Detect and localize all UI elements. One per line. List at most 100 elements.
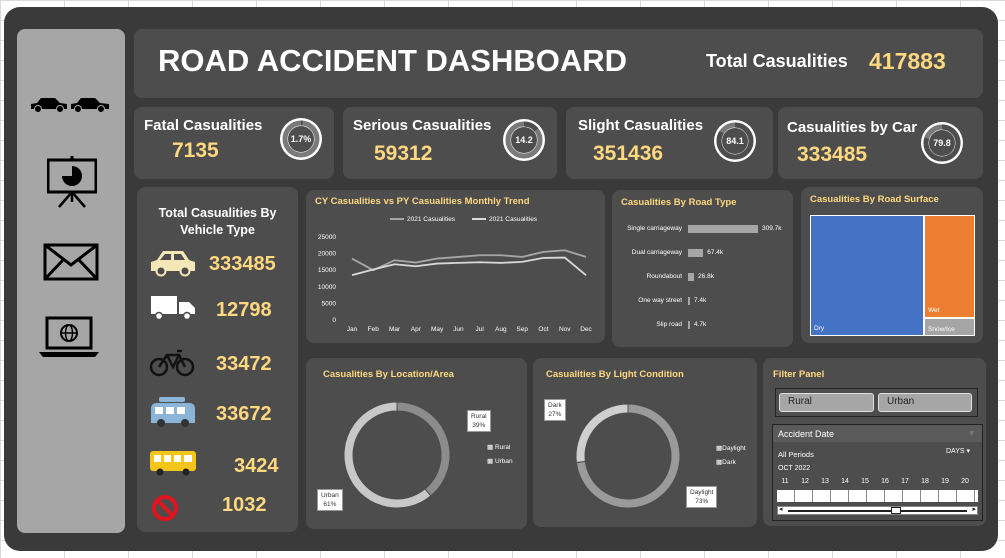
clear-filter-icon[interactable]: ▼	[967, 428, 976, 438]
x-tick-label: Oct	[538, 326, 548, 333]
kpi-serious-card: Serious Casualities 59312 14.2	[343, 107, 557, 179]
kpi-label: Serious Casualities	[353, 117, 492, 134]
vehicle-value: 1032	[222, 494, 267, 516]
road-type-label: Dual carriageway	[631, 249, 682, 256]
x-tick-label: Dec	[580, 326, 592, 333]
donut-slice	[575, 403, 629, 464]
scroll-thumb[interactable]	[891, 507, 901, 514]
total-casualities-label: Total Casualities	[706, 51, 848, 71]
kpi-ring: 1.7%	[280, 118, 322, 160]
road-type-card: Casualities By Road Type Single carriage…	[612, 190, 793, 347]
rural-callout: Rural 39%	[467, 410, 491, 432]
truck-icon	[151, 296, 195, 321]
urban-callout: Urban 61%	[317, 489, 343, 511]
kpi-fatal-card: Fatal Casualities 7135 1.7%	[134, 107, 334, 179]
laptop-globe-icon[interactable]	[38, 316, 100, 358]
ring-fill	[282, 120, 320, 158]
timeline-day[interactable]: 18	[921, 478, 929, 485]
presentation-icon[interactable]	[47, 156, 97, 208]
road-type-value: 309.7k	[762, 225, 782, 232]
road-type-bar	[688, 225, 758, 233]
trend-series-line	[351, 249, 587, 272]
unit-dropdown[interactable]: DAYS ▾	[945, 448, 970, 455]
ring-center	[929, 130, 955, 156]
timeline-day[interactable]: 19	[941, 478, 949, 485]
ring-center	[511, 127, 537, 153]
vehicle-type-card: Total Casualities By Vehicle Type 333485…	[137, 187, 298, 532]
kpi-value: 333485	[797, 143, 868, 166]
legend-label: 2021 Casualities	[489, 216, 538, 223]
location-card: Casualities By Location/Area Rural 39% Ur…	[306, 358, 527, 529]
kpi-value: 7135	[172, 139, 219, 162]
vehicle-value: 333485	[209, 253, 276, 275]
timeline-day[interactable]: 13	[821, 478, 829, 485]
vehicle-row: 12798	[149, 293, 289, 327]
ring-label: 79.8	[933, 138, 951, 148]
road-type-title: Casualities By Road Type	[621, 197, 737, 208]
road-surface-card: Casualities By Road Surface Dry Wet Snow…	[801, 187, 983, 343]
scroll-track	[788, 510, 967, 512]
y-tick-label: 10000	[318, 284, 336, 291]
kpi-ring: 14.2	[503, 119, 545, 161]
x-tick-label: Apr	[411, 326, 422, 333]
dark-callout: Dark 27%	[544, 399, 566, 421]
x-tick-label: Nov	[559, 326, 571, 333]
timeline-day[interactable]: 16	[881, 478, 889, 485]
trend-card: CY Casualities vs PY Casualities Monthly…	[306, 190, 605, 343]
kpi-value: 59312	[374, 142, 433, 165]
trend-chart: 0 5000 10000 15000 20000 25000 Jan Feb Mar Apr May…	[318, 216, 593, 333]
road-type-label: Single carriageway	[627, 225, 682, 232]
kpi-label: Fatal Casualities	[144, 117, 263, 134]
road-type-bar	[688, 249, 704, 257]
filter-panel-card: Filter Panel Rural Urban Accident Date ▼…	[763, 358, 986, 526]
location-title: Casualities By Location/Area	[323, 369, 454, 380]
date-timeline: Accident Date ▼ All Periods DAYS ▾ OCT 2…	[772, 424, 983, 521]
ring-label: 14.2	[515, 135, 533, 145]
timeline-day[interactable]: 17	[901, 478, 909, 485]
location-donut	[343, 401, 451, 509]
trend-title: CY Casualities vs PY Casualities Monthly…	[315, 196, 530, 207]
vehicle-value: 12798	[216, 299, 272, 321]
mail-icon[interactable]	[43, 243, 99, 281]
light-card: Casualities By Light Condition Dark 27% D…	[533, 358, 757, 527]
filter-rural-button[interactable]: Rural	[779, 393, 874, 412]
y-tick-label: 25000	[318, 234, 336, 241]
donut-slice	[343, 401, 432, 509]
page-title: ROAD ACCIDENT DASHBOARD	[158, 43, 628, 78]
timeline-cells[interactable]	[777, 490, 978, 502]
ring-fill	[505, 121, 543, 159]
kpi-value: 351436	[593, 142, 664, 165]
cars-icon[interactable]	[29, 95, 113, 113]
timeline-day[interactable]: 15	[861, 478, 869, 485]
x-tick-label: May	[431, 326, 444, 333]
timeline-header	[773, 425, 982, 442]
filter-urban-button[interactable]: Urban	[878, 393, 972, 412]
legend-label: 2021 Casualities	[407, 216, 456, 223]
timeline-day[interactable]: 14	[841, 478, 849, 485]
daylight-callout: Daylight 73%	[686, 486, 718, 508]
treemap-snow: Snow/Ice	[924, 318, 975, 336]
timeline-day[interactable]: 11	[781, 478, 789, 485]
road-type-chart: Single carriageway 309.7k Dual carriageway…	[612, 190, 793, 347]
car-icon	[151, 251, 195, 277]
scroll-left-arrow[interactable]: ◂	[779, 506, 783, 513]
kpi-ring: 79.8	[921, 122, 963, 164]
kpi-car-card: Casualities by Car 333485 79.8	[778, 107, 983, 179]
day-labels: 11 12 13 14 15 16 17 18 19 20	[773, 478, 982, 488]
road-type-value: 67.4k	[707, 249, 724, 256]
bus-icon	[150, 451, 196, 476]
scroll-right-arrow[interactable]: ▸	[972, 506, 976, 513]
total-casualities-value: 417883	[869, 48, 946, 74]
y-tick-label: 0	[332, 317, 336, 324]
road-type-label: Slip road	[656, 321, 682, 328]
road-type-bar	[688, 321, 690, 329]
vehicle-value: 33472	[216, 353, 272, 375]
x-tick-label: Sep	[516, 326, 528, 333]
x-tick-label: Jan	[347, 326, 358, 333]
vehicle-row: 33472	[149, 347, 289, 381]
vehicle-type-title: Total Casualities By Vehicle Type	[158, 206, 277, 237]
timeline-scrollbar[interactable]: ◂ ▸	[777, 506, 978, 515]
timeline-day[interactable]: 20	[961, 478, 969, 485]
timeline-day[interactable]: 12	[801, 478, 809, 485]
filter-panel-title: Filter Panel	[773, 369, 825, 380]
